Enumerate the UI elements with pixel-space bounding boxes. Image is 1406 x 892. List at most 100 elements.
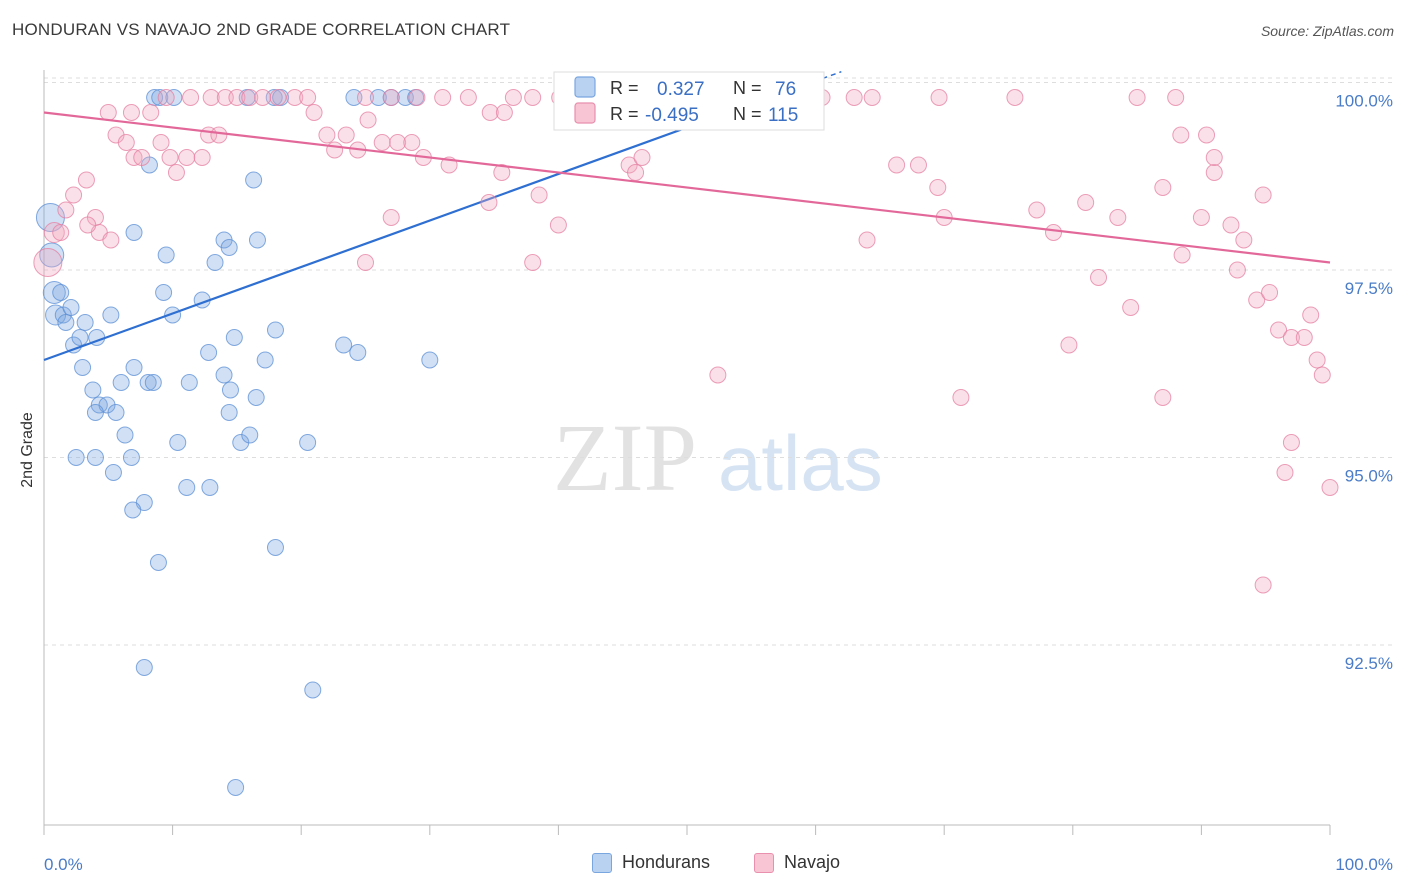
data-point-navajo bbox=[216, 89, 234, 106]
data-point-navajo bbox=[182, 89, 200, 106]
data-point-hondurans bbox=[144, 374, 162, 391]
data-point-navajo bbox=[434, 89, 452, 106]
data-point-navajo bbox=[52, 224, 70, 241]
data-point-navajo bbox=[1222, 216, 1240, 234]
data-point-navajo bbox=[1109, 209, 1127, 226]
data-point-hondurans bbox=[169, 434, 187, 451]
data-point-navajo bbox=[122, 104, 140, 121]
data-point-navajo bbox=[504, 89, 522, 106]
data-point-navajo bbox=[117, 134, 135, 151]
data-point-navajo bbox=[57, 201, 75, 219]
data-point-navajo bbox=[845, 89, 863, 106]
data-point-hondurans bbox=[116, 426, 134, 444]
data-point-hondurans bbox=[201, 479, 219, 496]
data-point-navajo bbox=[549, 216, 567, 234]
chart-title: HONDURAN VS NAVAJO 2ND GRADE CORRELATION… bbox=[12, 20, 511, 39]
data-point-hondurans bbox=[299, 434, 317, 451]
data-point-navajo bbox=[286, 89, 304, 106]
data-point-navajo bbox=[930, 89, 948, 106]
data-point-hondurans bbox=[42, 281, 66, 304]
data-point-navajo bbox=[1248, 291, 1266, 309]
data-point-navajo bbox=[1128, 89, 1146, 106]
data-point-navajo bbox=[524, 89, 542, 106]
data-point-navajo bbox=[1205, 164, 1223, 181]
data-point-hondurans bbox=[349, 344, 367, 361]
data-point-navajo bbox=[1254, 576, 1272, 594]
data-point-navajo bbox=[1205, 149, 1223, 166]
data-point-navajo bbox=[305, 104, 323, 121]
legend-n-value-navajo: 115 bbox=[768, 105, 798, 126]
data-point-navajo bbox=[1006, 89, 1024, 106]
trend-line-navajo bbox=[43, 111, 1331, 264]
data-point-hondurans bbox=[76, 314, 94, 331]
data-point-navajo bbox=[929, 179, 947, 196]
legend-n-value-hondurans: 76 bbox=[775, 79, 796, 100]
data-point-hondurans bbox=[139, 374, 157, 391]
data-point-hondurans bbox=[71, 329, 89, 346]
data-point-navajo bbox=[389, 134, 407, 151]
data-point-navajo bbox=[524, 254, 542, 271]
data-point-hondurans bbox=[247, 389, 265, 406]
data-point-navajo bbox=[228, 89, 246, 106]
data-point-navajo bbox=[1308, 351, 1326, 369]
data-point-navajo bbox=[1228, 261, 1246, 279]
data-point-navajo bbox=[858, 231, 876, 249]
data-point-navajo bbox=[952, 389, 970, 406]
data-point-navajo bbox=[459, 89, 477, 106]
legend-item-hondurans: Hondurans bbox=[592, 852, 710, 873]
watermark: ZIP atlas bbox=[553, 404, 883, 511]
data-point-navajo bbox=[43, 222, 65, 243]
data-point-navajo bbox=[1282, 329, 1300, 346]
data-point-navajo bbox=[1172, 126, 1190, 144]
data-point-hondurans bbox=[345, 89, 363, 106]
data-point-hondurans bbox=[86, 449, 104, 466]
data-point-hondurans bbox=[102, 306, 120, 324]
data-point-hondurans bbox=[421, 351, 439, 369]
data-point-hondurans bbox=[125, 224, 143, 241]
data-point-hondurans bbox=[155, 284, 173, 301]
chart-source: Source: ZipAtlas.com bbox=[1260, 23, 1394, 39]
data-point-navajo bbox=[65, 186, 83, 204]
data-point-navajo bbox=[241, 89, 259, 106]
data-point-hondurans bbox=[84, 381, 102, 399]
data-point-navajo bbox=[1122, 299, 1140, 316]
data-point-hondurans bbox=[112, 374, 130, 391]
data-point-hondurans bbox=[335, 336, 353, 354]
data-point-hondurans bbox=[135, 659, 153, 676]
data-point-navajo bbox=[1313, 366, 1331, 384]
data-point-hondurans bbox=[221, 381, 239, 399]
data-point-hondurans bbox=[178, 479, 196, 496]
data-point-hondurans bbox=[157, 246, 175, 264]
data-point-hondurans bbox=[124, 501, 142, 519]
legend-swatch-hondurans-bottom bbox=[592, 852, 612, 873]
legend-n-label-navajo: N = bbox=[733, 104, 762, 124]
data-point-hondurans bbox=[151, 89, 169, 106]
data-point-navajo bbox=[299, 89, 317, 106]
data-point-navajo bbox=[1198, 126, 1216, 144]
data-point-navajo bbox=[142, 104, 160, 121]
data-point-hondurans bbox=[227, 779, 245, 796]
data-point-navajo bbox=[79, 216, 97, 234]
data-point-navajo bbox=[33, 248, 63, 277]
data-point-navajo bbox=[633, 149, 651, 166]
legend-swatch-navajo bbox=[574, 102, 596, 124]
data-point-hondurans bbox=[107, 404, 125, 421]
data-point-hondurans bbox=[57, 314, 75, 331]
data-point-hondurans bbox=[215, 366, 233, 384]
data-point-navajo bbox=[481, 104, 499, 121]
data-point-hondurans bbox=[396, 89, 414, 106]
data-point-hondurans bbox=[265, 89, 283, 106]
data-point-hondurans bbox=[180, 374, 198, 391]
legend-r-value-hondurans: 0.327 bbox=[657, 79, 705, 100]
x-axis-ticks bbox=[43, 825, 1331, 835]
data-point-navajo bbox=[337, 126, 355, 144]
data-point-hondurans bbox=[52, 284, 70, 301]
data-point-navajo bbox=[1276, 464, 1294, 481]
stats-legend-box bbox=[553, 71, 825, 131]
data-point-navajo bbox=[1270, 321, 1288, 339]
data-point-navajo bbox=[99, 104, 117, 121]
y-tick-label: 100.0% bbox=[1335, 92, 1393, 111]
data-point-navajo bbox=[1167, 89, 1185, 106]
data-point-hondurans bbox=[304, 681, 322, 699]
data-point-navajo bbox=[1321, 479, 1339, 496]
